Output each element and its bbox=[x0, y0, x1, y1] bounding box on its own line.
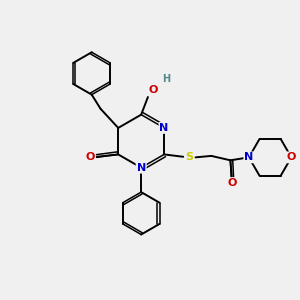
Text: H: H bbox=[162, 74, 170, 84]
Text: N: N bbox=[244, 152, 254, 162]
Text: O: O bbox=[227, 178, 236, 188]
Text: S: S bbox=[185, 152, 193, 162]
Text: O: O bbox=[148, 85, 158, 95]
Text: O: O bbox=[286, 152, 296, 162]
Text: N: N bbox=[160, 123, 169, 133]
Text: N: N bbox=[136, 163, 146, 173]
Text: O: O bbox=[85, 152, 95, 162]
